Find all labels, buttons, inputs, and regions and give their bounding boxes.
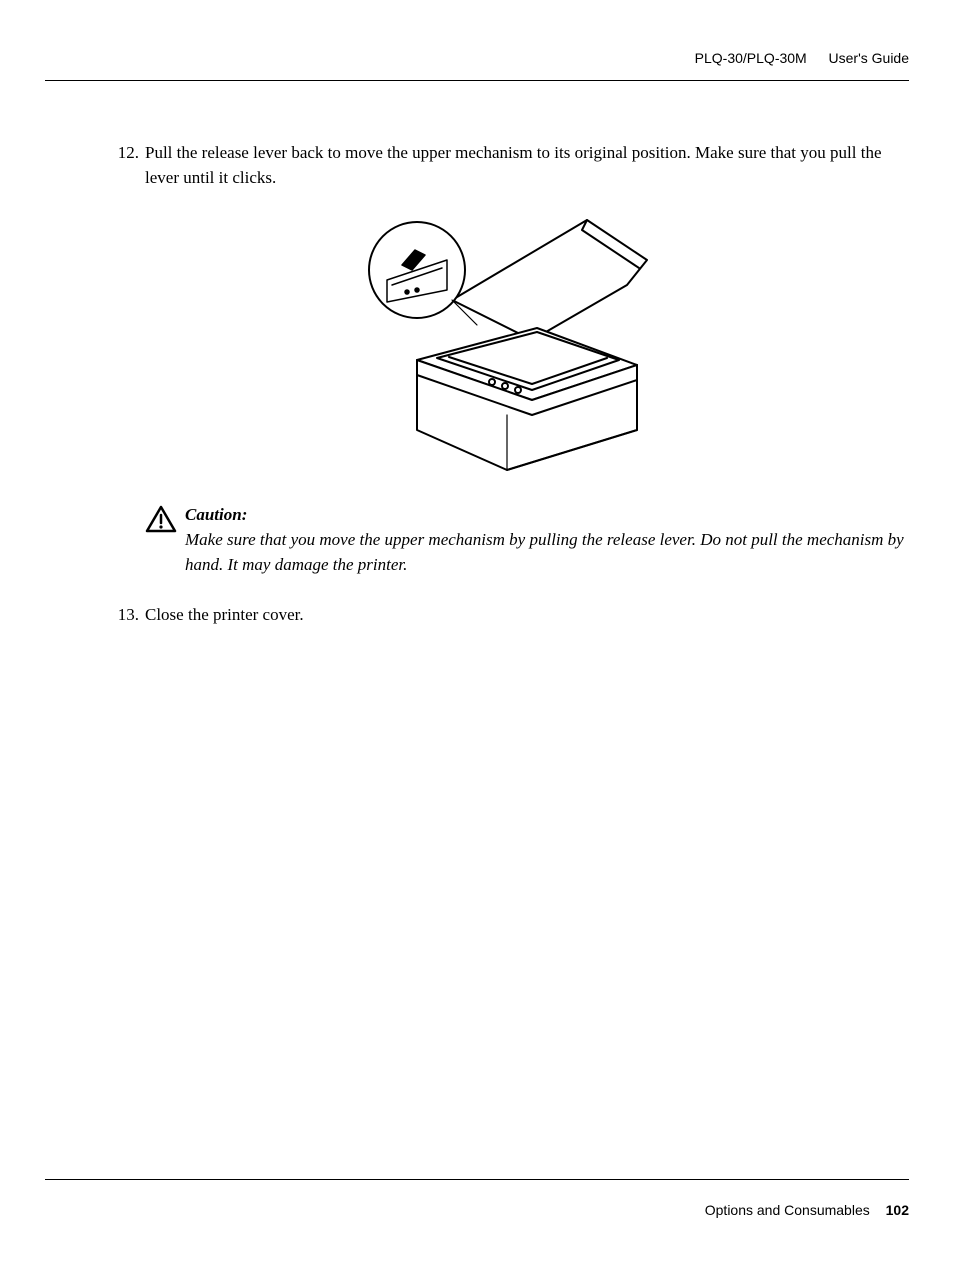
page: PLQ-30/PLQ-30M User's Guide 12. Pull the… xyxy=(0,0,954,1270)
page-number: 102 xyxy=(886,1202,909,1218)
step-number: 13. xyxy=(115,603,145,628)
footer-section: Options and Consumables xyxy=(705,1202,870,1218)
step-12: 12. Pull the release lever back to move … xyxy=(115,141,909,190)
step-number: 12. xyxy=(115,141,145,166)
caution-text-block: Caution: Make sure that you move the upp… xyxy=(185,503,909,577)
content-area: 12. Pull the release lever back to move … xyxy=(45,81,909,628)
printer-illustration xyxy=(357,210,667,475)
product-model: PLQ-30/PLQ-30M xyxy=(695,50,807,66)
step-13: 13. Close the printer cover. xyxy=(115,603,909,628)
caution-label: Caution: xyxy=(185,505,247,524)
step-text: Close the printer cover. xyxy=(145,603,909,628)
footer-rule xyxy=(45,1179,909,1180)
caution-icon xyxy=(145,505,177,533)
page-footer: Options and Consumables 102 xyxy=(45,1179,909,1218)
document-title: User's Guide xyxy=(829,50,909,66)
caution-block: Caution: Make sure that you move the upp… xyxy=(115,503,909,577)
page-header: PLQ-30/PLQ-30M User's Guide xyxy=(45,50,909,76)
footer-row: Options and Consumables 102 xyxy=(45,1202,909,1218)
step-text: Pull the release lever back to move the … xyxy=(145,141,909,190)
figure-container xyxy=(115,210,909,475)
caution-body: Make sure that you move the upper mechan… xyxy=(185,530,904,574)
